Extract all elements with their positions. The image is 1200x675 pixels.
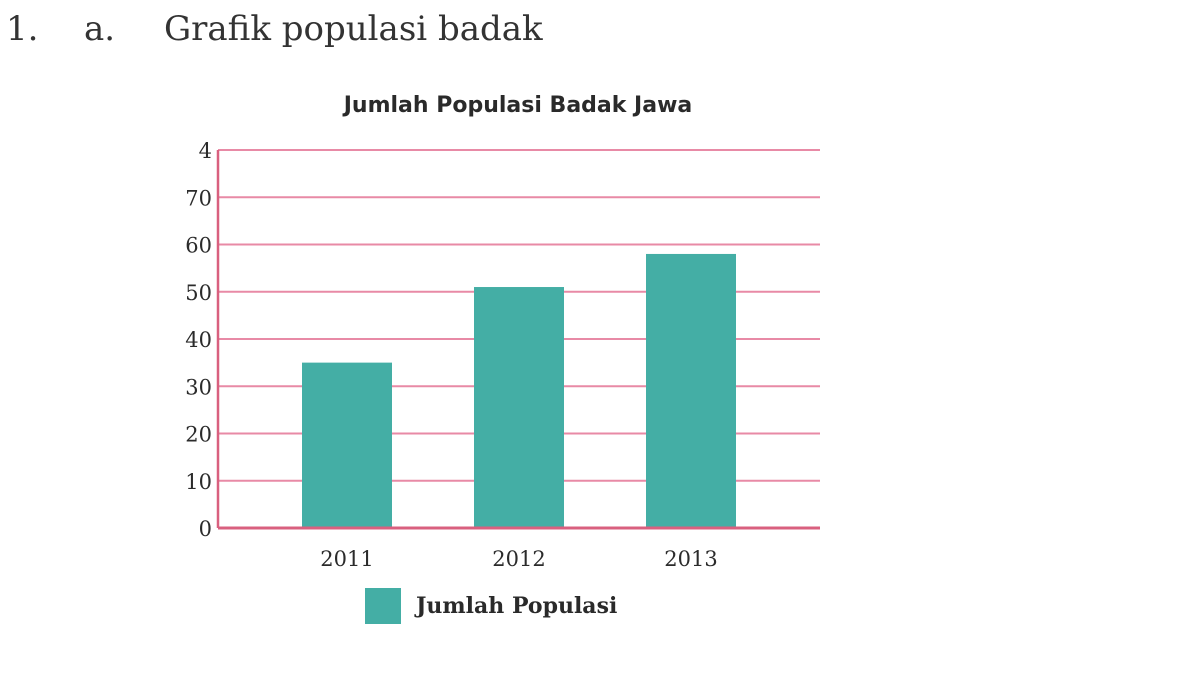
y-tick-label: 60 xyxy=(185,234,212,258)
y-tick-labels: 0 10 20 30 40 50 60 70 4 xyxy=(185,139,212,541)
y-tick-label: 70 xyxy=(185,186,212,210)
y-tick-label: 30 xyxy=(185,375,212,399)
legend: Jumlah Populasi xyxy=(365,588,617,624)
x-tick-labels: 2011 2012 2013 xyxy=(320,547,717,571)
y-tick-label: 4 xyxy=(199,139,212,163)
legend-label: Jumlah Populasi xyxy=(414,593,617,619)
y-tick-label: 50 xyxy=(185,281,212,305)
question-text: Grafik populasi badak xyxy=(164,9,543,49)
y-tick-label: 20 xyxy=(185,423,212,447)
x-tick-label: 2013 xyxy=(664,547,717,571)
x-tick-label: 2011 xyxy=(320,547,373,571)
bar xyxy=(302,362,392,528)
x-tick-label: 2012 xyxy=(492,547,545,571)
question-number: 1. xyxy=(6,9,39,49)
bar xyxy=(646,253,736,528)
y-tick-label: 0 xyxy=(199,517,212,541)
y-tick-label: 10 xyxy=(185,470,212,494)
y-tick-label: 40 xyxy=(185,328,212,352)
chart-title: Jumlah Populasi Badak Jawa xyxy=(342,93,693,118)
legend-swatch xyxy=(365,588,401,624)
question-letter: a. xyxy=(84,9,116,49)
bars xyxy=(302,253,736,528)
bar xyxy=(474,287,564,528)
axes xyxy=(216,150,820,530)
